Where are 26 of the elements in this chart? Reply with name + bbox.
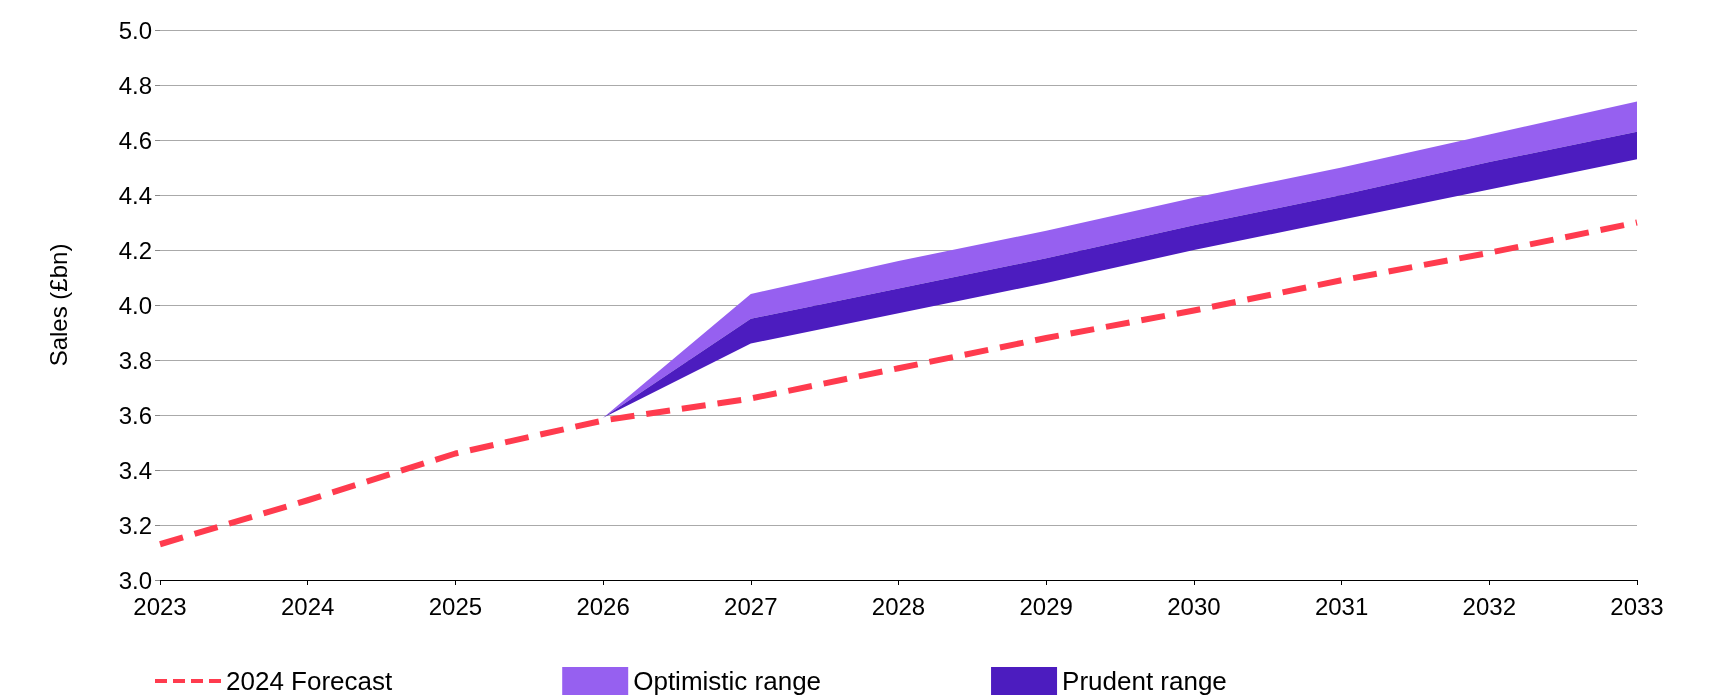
y-tick-label: 4.2 bbox=[118, 236, 152, 264]
y-tick-label: 3.6 bbox=[118, 401, 152, 429]
y-tick-label: 3.4 bbox=[118, 456, 152, 484]
x-tick-label: 2033 bbox=[1610, 592, 1664, 620]
y-tick-label: 3.8 bbox=[118, 346, 152, 374]
y-tick-label: 4.0 bbox=[118, 291, 152, 319]
y-tick-label: 3.2 bbox=[118, 511, 152, 539]
x-tick-label: 2028 bbox=[871, 592, 926, 620]
legend-label: Optimistic range bbox=[633, 666, 822, 696]
y-tick-label: 4.4 bbox=[118, 181, 152, 209]
y-tick-label: 4.8 bbox=[118, 71, 152, 99]
x-tick-label: 2032 bbox=[1462, 592, 1516, 620]
x-tick-label: 2023 bbox=[133, 592, 187, 620]
y-tick-label: 4.6 bbox=[118, 126, 152, 154]
x-tick-label: 2027 bbox=[724, 592, 778, 620]
x-tick-label: 2029 bbox=[1019, 592, 1073, 620]
x-tick-label: 2030 bbox=[1167, 592, 1221, 620]
legend-label: Prudent range bbox=[1062, 666, 1227, 696]
legend-label: 2024 Forecast bbox=[226, 666, 393, 696]
x-tick-label: 2025 bbox=[428, 592, 483, 620]
x-tick-label: 2026 bbox=[576, 592, 630, 620]
y-tick-label: 5.0 bbox=[118, 16, 152, 44]
x-tick-label: 2024 bbox=[281, 592, 335, 620]
y-axis-title: Sales (£bn) bbox=[44, 243, 72, 367]
y-tick-label: 3.0 bbox=[118, 566, 152, 594]
x-tick-label: 2031 bbox=[1314, 592, 1369, 620]
